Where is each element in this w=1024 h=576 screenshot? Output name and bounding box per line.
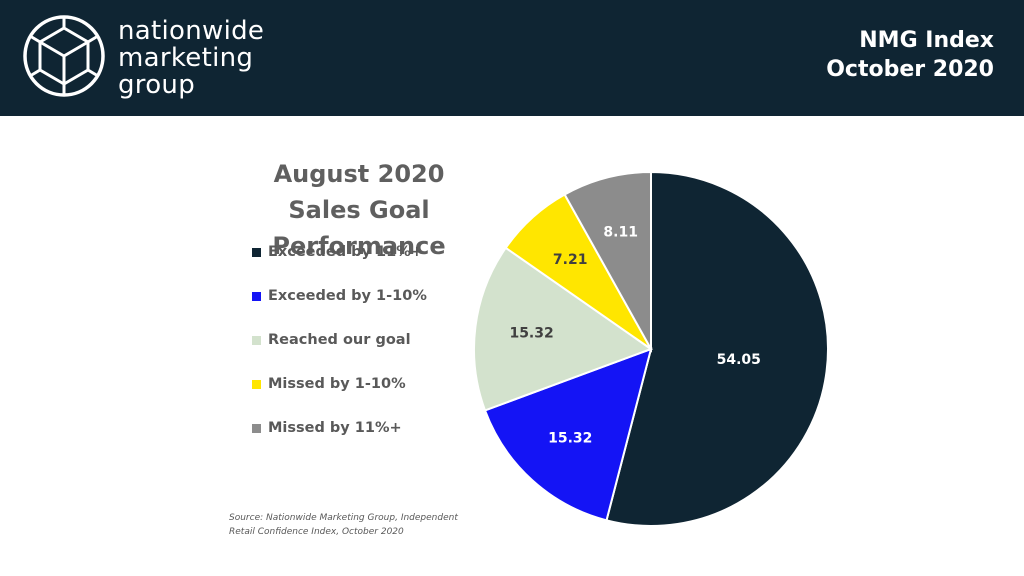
pie-data-label-exceeded-11: 54.05 [717,352,761,368]
brand-line-3: group [118,70,196,100]
pie-slice-reached-goal [473,246,654,412]
legend-item-missed-1-10: Missed by 1-10% [252,362,427,406]
chart-title-line-1: August 2020 [273,160,445,188]
brand-line-1: nationwide [118,16,265,46]
legend-swatch [252,247,261,257]
source-note: Source: Nationwide Marketing Group, Inde… [229,513,458,537]
pie-slice-exceeded-11 [605,170,829,527]
pie-data-label-missed-1-10: 7.21 [553,252,588,268]
index-title: NMG Index [859,28,994,53]
brand-wordmark: nationwide marketing group [118,18,264,99]
chart-legend: Exceeded by 11%+ Exceeded by 1-10% Reach… [252,230,427,450]
legend-item-reached-goal: Reached our goal [252,318,427,362]
chart-title: August 2020 Sales Goal Performance [200,156,518,264]
legend-label: Missed by 1-10% [268,376,406,392]
header-banner: nationwide marketing group NMG Index Oct… [0,0,1024,116]
legend-label: Missed by 11%+ [268,420,402,436]
legend-item-exceeded-11: Exceeded by 11%+ [252,230,427,274]
chart-title-line-2: Sales Goal Performance [272,196,446,260]
nationwide-logo-icon [23,15,105,97]
legend-swatch [252,335,261,345]
brand-line-2: marketing [118,43,254,73]
index-date: October 2020 [826,57,994,82]
legend-swatch [252,379,261,389]
pie-slice-missed-11 [563,170,652,353]
legend-label: Reached our goal [268,332,411,348]
pie-data-label-reached-goal: 15.32 [509,326,553,342]
legend-swatch [252,291,261,301]
legend-label: Exceeded by 1-10% [268,288,427,304]
pie-slice-exceeded-1-10 [483,347,653,522]
legend-label: Exceeded by 11%+ [268,244,423,260]
index-block: NMG Index October 2020 [826,26,994,84]
pie-data-label-missed-11: 8.11 [603,225,638,241]
legend-item-missed-11: Missed by 11%+ [252,406,427,450]
pie-data-label-exceeded-1-10: 15.32 [548,430,592,446]
legend-swatch [252,423,261,433]
legend-item-exceeded-1-10: Exceeded by 1-10% [252,274,427,318]
